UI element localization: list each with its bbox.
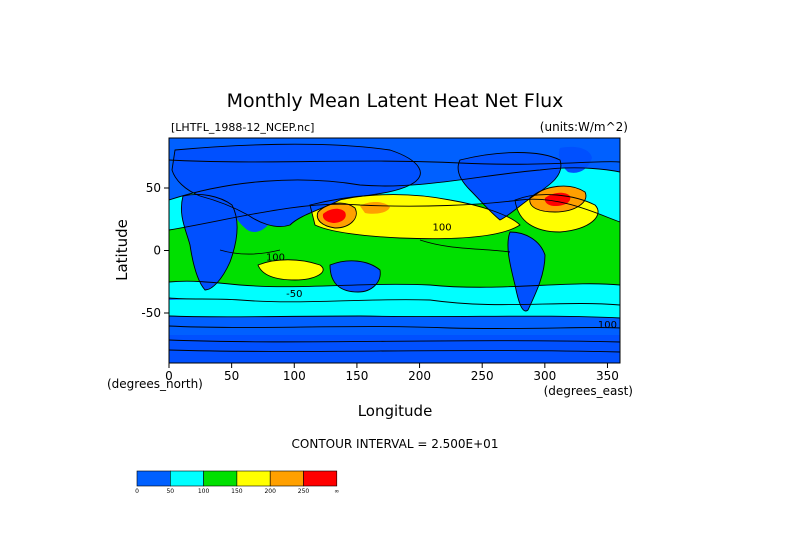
contour-value-label: -50	[286, 289, 302, 300]
colorbar-label: 200	[264, 488, 276, 495]
map-plot-area: 100 100 -50 100	[169, 138, 620, 363]
x-tick-label: 0	[165, 369, 173, 383]
x-tick-label: 100	[283, 369, 306, 383]
x-tick-label: 150	[345, 369, 368, 383]
x-axis-label: Longitude	[358, 402, 433, 420]
y-axis-unit-note: (degrees_north)	[107, 377, 203, 391]
colorbar-swatch	[269, 470, 304, 487]
file-label: [LHTFL_1988-12_NCEP.nc]	[171, 121, 314, 134]
units-label: (units:W/m^2)	[540, 120, 628, 134]
y-axis-label: Latitude	[113, 219, 131, 281]
chart-title: Monthly Mean Latent Heat Net Flux	[227, 90, 564, 112]
colorbar-label: 100	[198, 488, 210, 495]
colorbar-swatch	[236, 470, 271, 487]
colorbar-swatch	[303, 470, 338, 487]
x-tick-label: 50	[224, 369, 239, 383]
colorbar-label: 50	[166, 488, 174, 495]
y-tick-label: 50	[146, 181, 161, 195]
contour-value-label: 100	[433, 223, 452, 234]
x-tick-label: 300	[533, 369, 556, 383]
colorbar: 0 50 100 150 200 250 ∞	[135, 470, 339, 495]
colorbar-swatch	[203, 470, 238, 487]
x-tick-label: 200	[408, 369, 431, 383]
contour-labels: 100 100 -50 100	[266, 223, 617, 332]
contour-value-label: 100	[266, 253, 285, 264]
colorbar-swatch	[136, 470, 171, 487]
x-tick-label: 250	[471, 369, 494, 383]
colorbar-label: 0	[135, 488, 139, 495]
x-axis-ticks: 0 50 100 150 200 250 300 350	[165, 363, 619, 383]
colorbar-label: ∞	[334, 488, 339, 495]
contour-value-label: 100	[598, 320, 617, 331]
y-tick-label: 0	[153, 244, 161, 258]
colorbar-label: 250	[298, 488, 310, 495]
colorbar-label: 150	[231, 488, 243, 495]
x-axis-unit-note: (degrees_east)	[544, 384, 633, 398]
contour-interval-text: CONTOUR INTERVAL = 2.500E+01	[292, 437, 499, 451]
x-tick-label: 350	[596, 369, 619, 383]
y-axis-ticks: 50 0 -50	[141, 181, 169, 320]
y-tick-label: -50	[141, 306, 161, 320]
contour-lines	[169, 143, 620, 353]
colorbar-swatch	[170, 470, 204, 487]
